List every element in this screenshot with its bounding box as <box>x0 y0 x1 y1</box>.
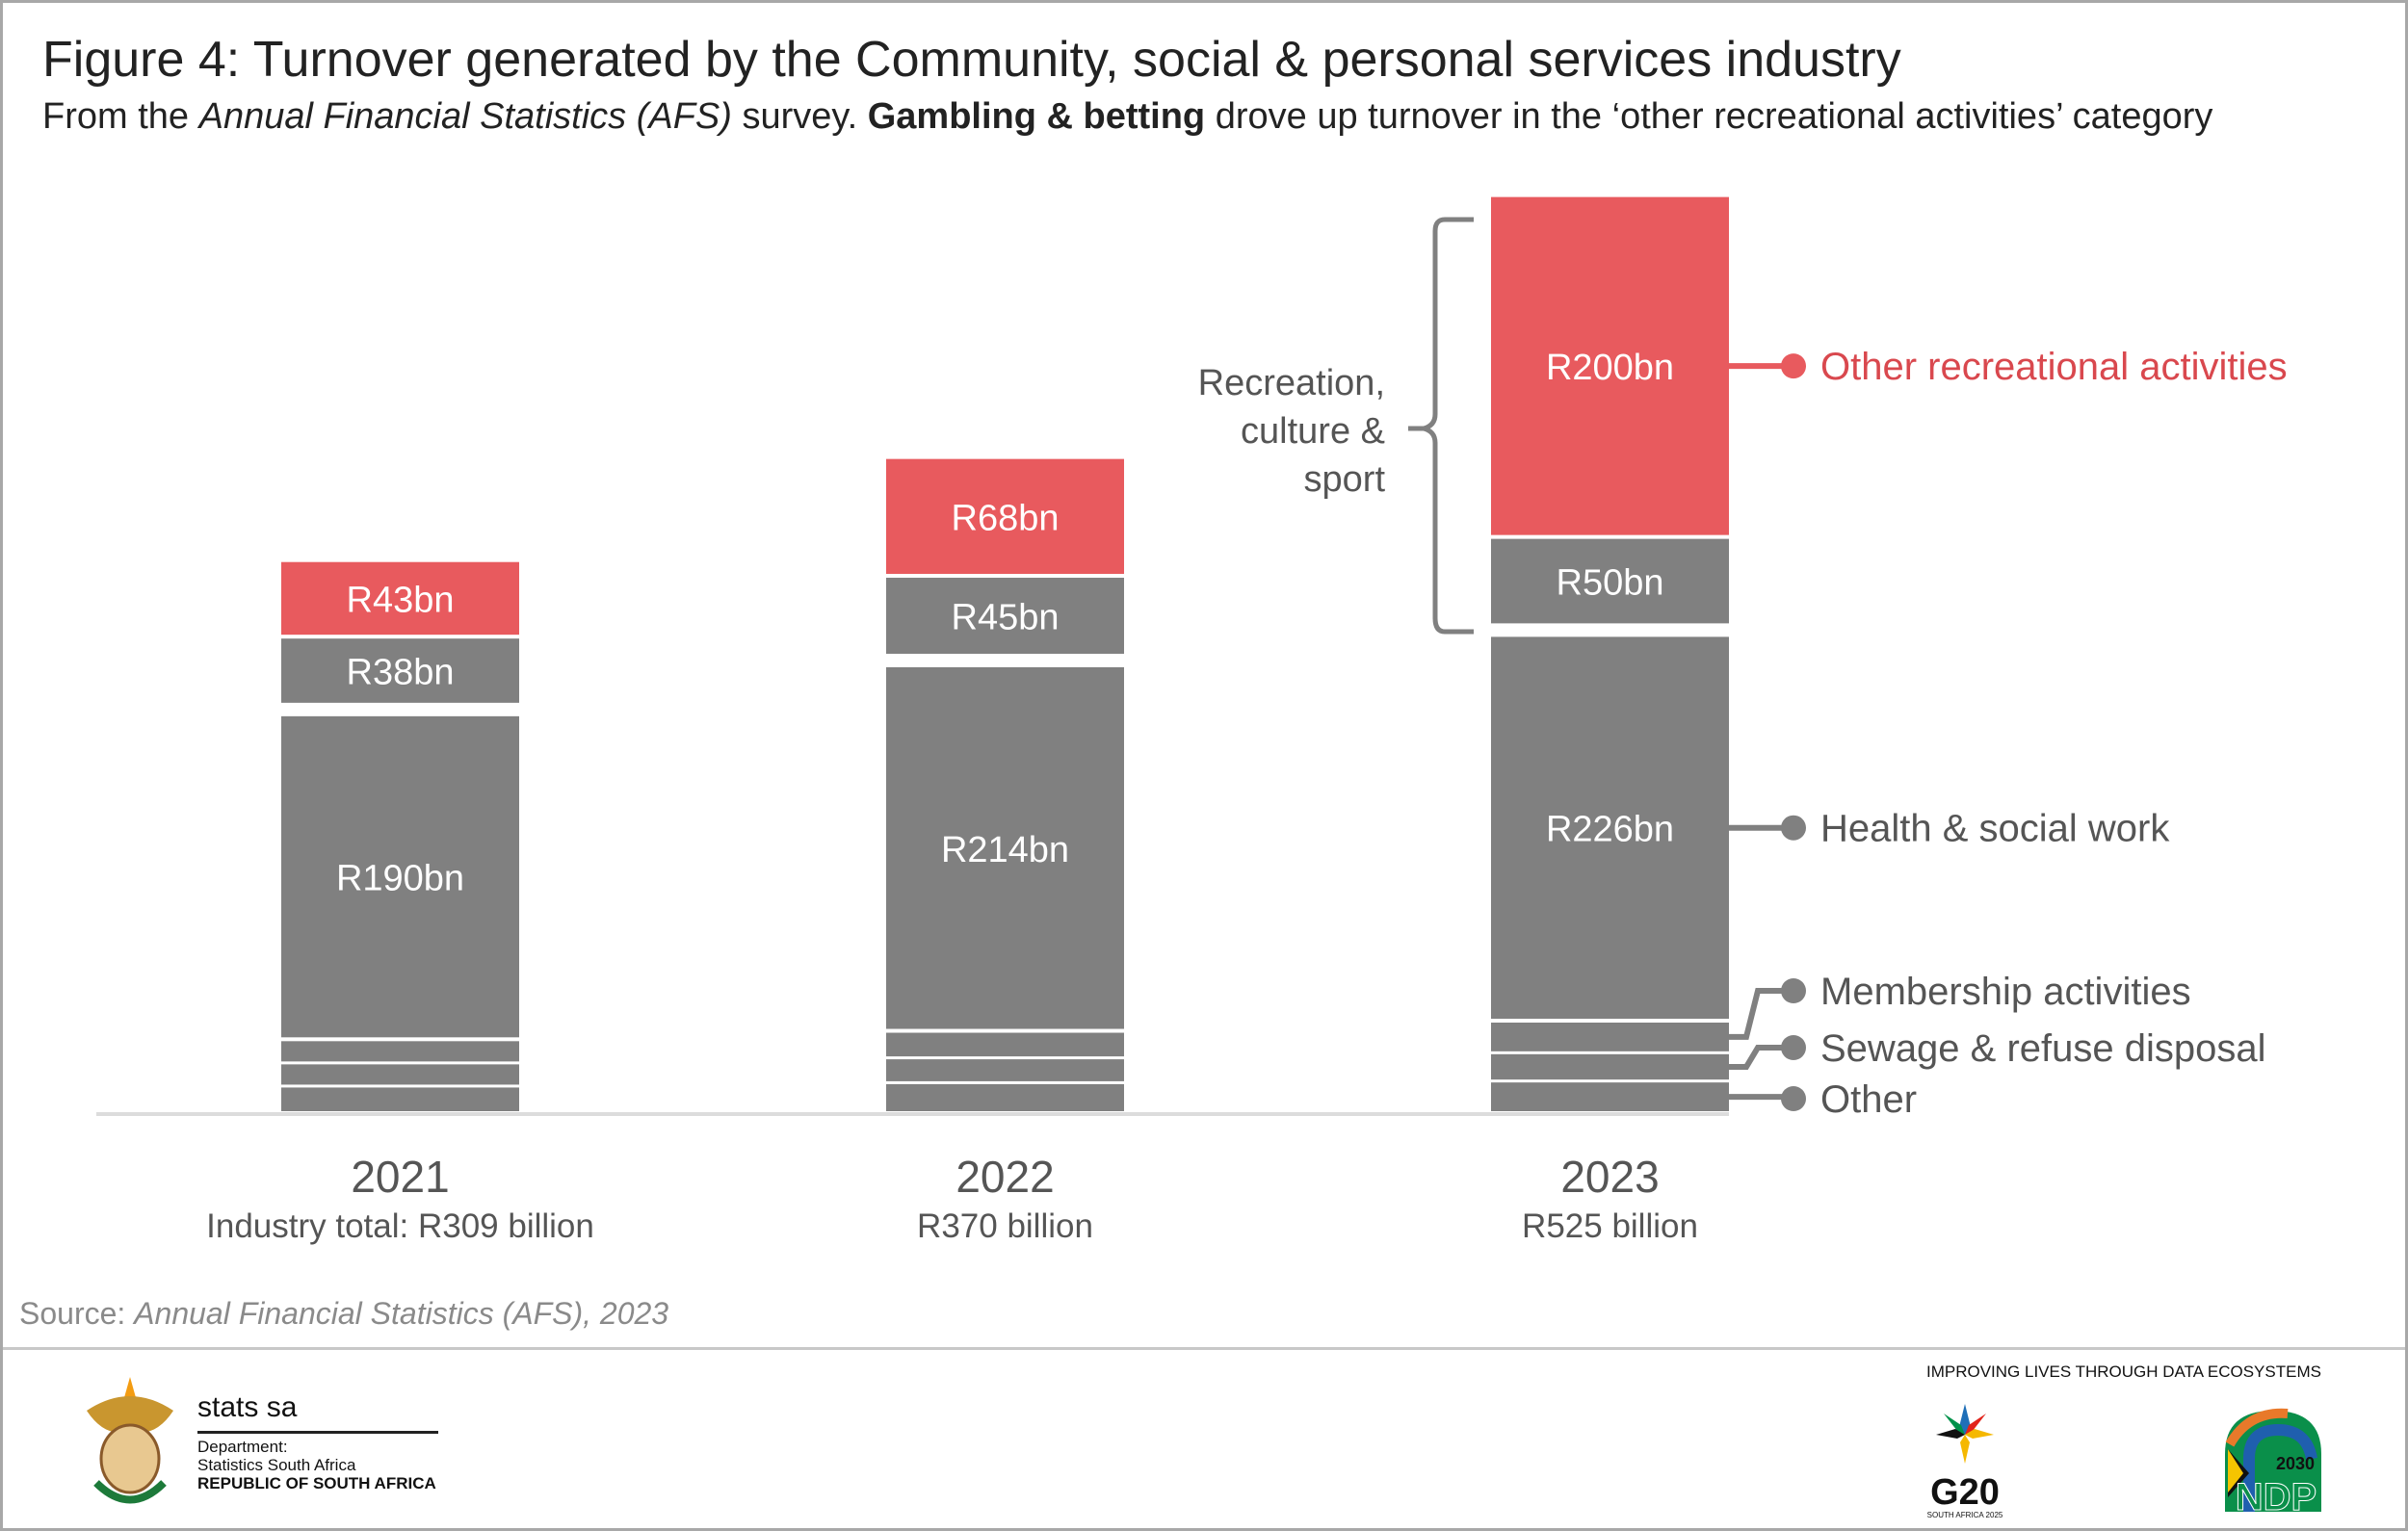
bar-segment <box>281 1064 519 1085</box>
g20-logo: G20 SOUTH AFRICA 2025 <box>1927 1404 2003 1519</box>
x-tick-label: 2023 <box>1560 1152 1659 1202</box>
bar-stack-2023: R226bn R50bn R200bn <box>1491 196 1729 1111</box>
legend-label: Other <box>1820 1078 1917 1121</box>
bar-segment <box>1491 196 1729 535</box>
source-note: Source: Annual Financial Statistics (AFS… <box>19 1296 668 1332</box>
x-tick-label: 2022 <box>955 1152 1054 1202</box>
data-label: R45bn <box>952 597 1060 637</box>
org-underline <box>197 1431 438 1434</box>
g20-text: G20 <box>1930 1472 2000 1513</box>
data-label: R226bn <box>1546 810 1674 850</box>
data-label: R43bn <box>347 580 455 620</box>
subtitle-italic: Annual Financial Statistics (AFS) <box>198 96 732 137</box>
coat-of-arms-logo <box>87 1377 173 1504</box>
legend-label: Sewage & refuse disposal <box>1820 1027 2266 1070</box>
legend-dot <box>1781 815 1806 841</box>
legend-label: Membership activities <box>1820 971 2191 1013</box>
bar-segment <box>886 666 1124 1029</box>
bar-segment <box>281 638 519 703</box>
ndp-year: 2030 <box>2276 1454 2315 1473</box>
tagline: IMPROVING LIVES THROUGH DATA ECOSYSTEMS <box>1926 1362 2321 1381</box>
legend-leader-line <box>1729 1045 1793 1070</box>
legend-label: Other recreational activities <box>1820 346 2288 388</box>
bar-segment <box>1491 1082 1729 1111</box>
source-prefix: Source: <box>19 1296 135 1331</box>
bar-segment <box>1491 538 1729 624</box>
bar-stack-2021: R190bn R38bn R43bn <box>281 561 519 1111</box>
bar-segment <box>886 1032 1124 1057</box>
bar-segment <box>281 1087 519 1111</box>
bar-segment <box>886 1083 1124 1111</box>
legend-dot <box>1781 1035 1806 1060</box>
subtitle-text: survey. <box>731 96 868 137</box>
subtitle-bold: Gambling & betting <box>867 96 1206 137</box>
chart-subtitle: From the Annual Financial Statistics (AF… <box>42 96 2212 138</box>
subtitle-text: From the <box>42 96 199 137</box>
data-label: R190bn <box>336 859 464 899</box>
x-tick-sublabel: Industry total: R309 billion <box>206 1207 594 1245</box>
chart-title: Figure 4: Turnover generated by the Comm… <box>42 32 1901 88</box>
bracket: Recreation, culture & sport <box>1198 217 1474 635</box>
bar-segment <box>1491 1053 1729 1080</box>
legend-leader-line <box>1729 988 1793 1040</box>
stacked-bar-chart: R190bn R38bn R43bn 2021 Industry total: R309… <box>96 196 2288 1245</box>
ndp-text: NDP <box>2236 1476 2316 1518</box>
bar-segment <box>1491 636 1729 1020</box>
source-text: Annual Financial Statistics (AFS), 2023 <box>134 1296 669 1331</box>
dept-name: Statistics South Africa <box>197 1456 356 1474</box>
dept-label: Department: <box>197 1438 288 1456</box>
x-tick-label: 2021 <box>351 1152 449 1202</box>
data-label: R200bn <box>1546 348 1674 388</box>
republic-label: REPUBLIC OF SOUTH AFRICA <box>197 1474 436 1492</box>
bar-stack-2022: R214bn R45bn R68bn <box>886 458 1124 1111</box>
bar-segment <box>886 577 1124 654</box>
bar-segment <box>886 1059 1124 1081</box>
bar-segment <box>281 1041 519 1062</box>
x-tick-sublabel: R370 billion <box>917 1207 1093 1245</box>
bracket-label-line: Recreation, <box>1198 363 1385 403</box>
bar-segment <box>886 458 1124 574</box>
legend-label: Health & social work <box>1820 808 2170 850</box>
x-tick-sublabel: R525 billion <box>1522 1207 1698 1245</box>
data-label: R50bn <box>1557 563 1664 604</box>
bar-segment <box>1491 1023 1729 1051</box>
bar-segment <box>281 561 519 636</box>
footer-divider <box>3 1347 2405 1350</box>
data-label: R214bn <box>941 830 1069 870</box>
bar-segment <box>281 715 519 1038</box>
ndp-logo: 2030 NDP <box>2225 1408 2321 1519</box>
org-name: stats sa <box>197 1391 298 1423</box>
legend-dot <box>1781 353 1806 379</box>
subtitle-text: drove up turnover in the ‘other recreati… <box>1205 96 2213 137</box>
bracket-label-line: sport <box>1304 459 1386 500</box>
data-label: R38bn <box>347 653 455 693</box>
legend-dot <box>1781 978 1806 1003</box>
legend-dot <box>1781 1086 1806 1111</box>
g20-subtext: SOUTH AFRICA 2025 <box>1927 1511 2003 1519</box>
data-label: R68bn <box>952 498 1060 538</box>
bracket-label-line: culture & <box>1241 411 1385 452</box>
